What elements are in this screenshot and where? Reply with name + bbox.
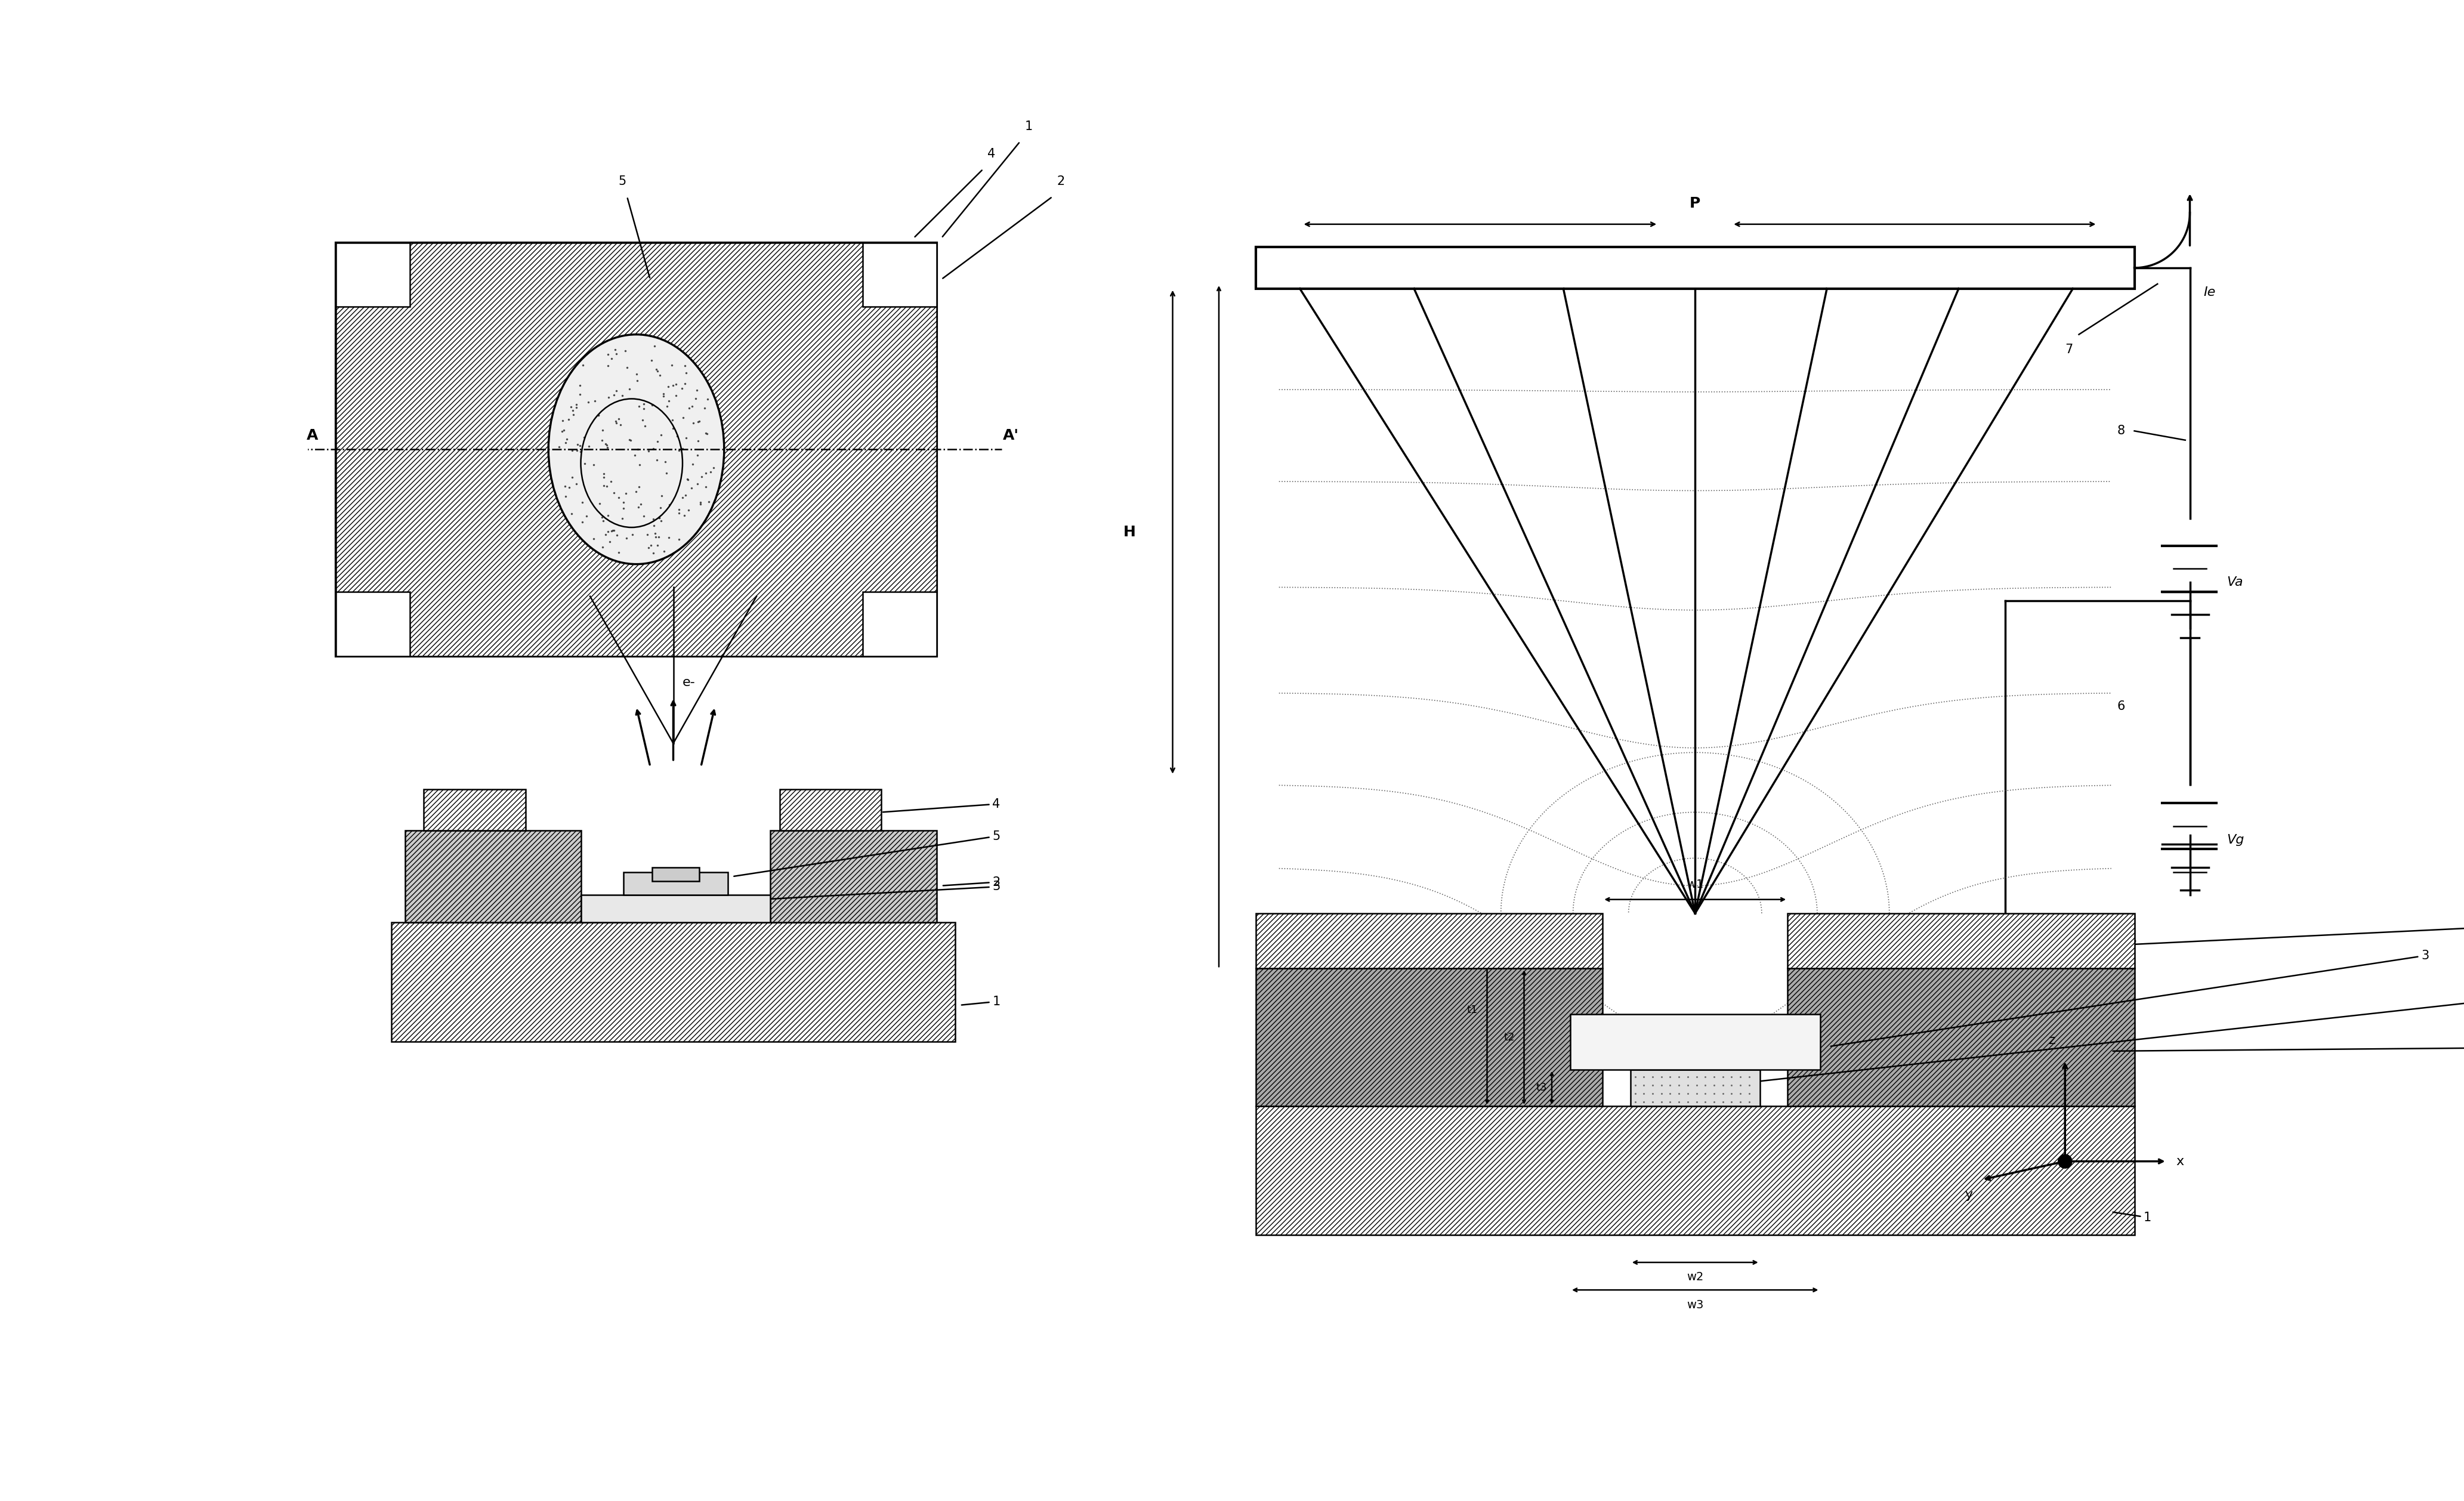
Bar [771,830,936,923]
Bar [582,895,771,923]
Text: 1: 1 [1025,120,1032,132]
Text: 1: 1 [961,995,1000,1007]
Text: z: z [2048,1034,2055,1046]
Text: 2: 2 [944,877,1000,889]
Bar [335,243,409,306]
Text: 5: 5 [1742,995,2464,1084]
Text: 2: 2 [1057,176,1064,188]
Text: 3: 3 [764,881,1000,899]
Ellipse shape [549,335,724,564]
Text: 4: 4 [2114,922,2464,946]
Bar [335,243,936,656]
Bar [404,830,582,923]
Bar [623,872,727,895]
Bar [1257,248,2134,288]
Text: 8: 8 [2117,425,2124,437]
Text: 4: 4 [882,799,1000,812]
Ellipse shape [2057,1154,2072,1168]
Bar [1786,913,2134,968]
Bar [1257,913,1602,968]
Text: x: x [2176,1156,2183,1168]
Text: Va: Va [2227,576,2242,588]
Text: e-: e- [683,677,695,687]
Text: Ie: Ie [2203,287,2215,299]
Bar [424,790,525,830]
Text: w1: w1 [1688,880,1703,890]
Text: 1: 1 [2114,1211,2151,1223]
Bar [1786,968,2134,1106]
Text: Vg: Vg [2227,835,2245,845]
Text: A: A [308,428,318,443]
Text: H: H [1124,525,1136,539]
Text: 6: 6 [2117,701,2124,713]
Text: t3: t3 [1535,1082,1547,1093]
Bar [1257,1106,2134,1235]
Bar [779,790,882,830]
Text: A': A' [1003,428,1018,443]
Bar [335,591,409,656]
Text: 5: 5 [618,176,626,188]
Text: P: P [1690,197,1700,210]
Bar [862,591,936,656]
Bar [862,243,936,306]
Bar [1631,1069,1759,1106]
Bar [653,868,700,881]
Text: w2: w2 [1688,1271,1703,1283]
Text: t2: t2 [1503,1031,1515,1043]
Text: 4: 4 [988,149,995,161]
Text: 3: 3 [1831,950,2430,1046]
Bar [335,243,936,656]
Text: w3: w3 [1688,1300,1703,1310]
Text: y: y [1964,1189,1974,1201]
Text: 5: 5 [734,830,1000,877]
Text: 2: 2 [2114,1042,2464,1054]
Bar [1570,1015,1821,1069]
Text: 7: 7 [2065,344,2072,356]
Text: t1: t1 [1466,1004,1478,1015]
Bar [1257,968,1602,1106]
Bar [392,923,956,1042]
